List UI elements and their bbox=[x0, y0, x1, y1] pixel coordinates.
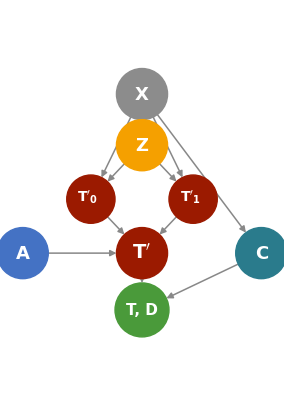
Circle shape bbox=[116, 120, 168, 171]
Circle shape bbox=[116, 69, 168, 120]
Circle shape bbox=[169, 176, 217, 224]
Circle shape bbox=[67, 176, 115, 224]
Text: $\mathbf{T'_0}$: $\mathbf{T'_0}$ bbox=[78, 188, 99, 206]
Circle shape bbox=[115, 283, 169, 337]
Circle shape bbox=[116, 228, 168, 279]
Circle shape bbox=[236, 228, 284, 279]
Text: C: C bbox=[255, 245, 268, 262]
Text: $\mathbf{T'}$: $\mathbf{T'}$ bbox=[132, 242, 152, 262]
Text: Z: Z bbox=[135, 137, 149, 155]
Text: T, D: T, D bbox=[126, 303, 158, 318]
Text: $\mathbf{T'_1}$: $\mathbf{T'_1}$ bbox=[180, 188, 201, 206]
Text: X: X bbox=[135, 86, 149, 104]
Text: A: A bbox=[16, 245, 30, 262]
Circle shape bbox=[0, 228, 48, 279]
